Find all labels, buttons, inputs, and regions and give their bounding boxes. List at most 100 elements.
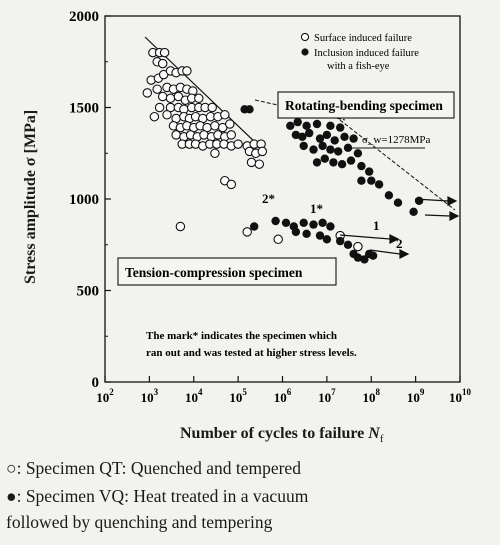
point-inclusion-failure bbox=[291, 227, 301, 237]
y-tick-label: 500 bbox=[77, 284, 100, 300]
point-inclusion-failure bbox=[286, 121, 295, 130]
sigma-w-label: σ_w=1278MPa bbox=[362, 134, 430, 146]
point-inclusion-failure bbox=[326, 121, 335, 130]
point-inclusion-failure bbox=[299, 141, 308, 151]
open-circle-marker bbox=[300, 32, 310, 42]
point-inclusion-failure bbox=[302, 229, 311, 238]
point-surface-failure bbox=[226, 179, 237, 190]
data-points bbox=[142, 47, 424, 264]
point-surface-failure bbox=[207, 102, 217, 113]
point-surface-failure bbox=[210, 148, 220, 159]
point-inclusion-failure bbox=[365, 167, 374, 176]
rotating-bending-box bbox=[277, 91, 455, 119]
point-inclusion-failure bbox=[337, 160, 347, 169]
point-inclusion-failure bbox=[305, 128, 314, 138]
caption-open-symbol: ○: bbox=[6, 458, 22, 478]
x-tick-label: 109 bbox=[407, 387, 425, 405]
point-inclusion-failure bbox=[291, 130, 301, 140]
legend-surface: Surface induced failure bbox=[314, 33, 412, 44]
point-surface-failure bbox=[159, 47, 170, 58]
point-inclusion-failure bbox=[293, 117, 302, 127]
point-surface-failure bbox=[142, 88, 153, 98]
x-axis-label-sub: f bbox=[379, 433, 384, 446]
point-surface-failure bbox=[353, 241, 363, 252]
point-inclusion-failure bbox=[336, 123, 345, 132]
point-inclusion-failure bbox=[334, 147, 343, 156]
x-axis-label-text: Number of cycles to failure bbox=[180, 425, 369, 442]
point-inclusion-failure bbox=[367, 176, 376, 185]
point-inclusion-failure bbox=[353, 253, 363, 262]
x-axis-label: Number of cycles to failure Nf bbox=[180, 425, 384, 445]
note-line-2: ran out and was tested at higher stress … bbox=[146, 347, 357, 359]
point-inclusion-failure bbox=[346, 156, 356, 165]
x-tick-label: 106 bbox=[274, 387, 292, 405]
point-inclusion-failure bbox=[414, 196, 424, 205]
point-inclusion-failure bbox=[320, 154, 329, 163]
point-surface-failure bbox=[254, 159, 265, 169]
point-inclusion-failure bbox=[343, 143, 353, 152]
point-surface-failure bbox=[257, 146, 268, 157]
point-inclusion-failure bbox=[322, 235, 332, 244]
caption-filled-cont: followed by quenching and tempering bbox=[6, 512, 273, 532]
point-surface-failure bbox=[149, 111, 160, 122]
caption-open-text: Specimen QT: Quenched and tempered bbox=[25, 458, 301, 478]
point-inclusion-failure bbox=[322, 130, 332, 140]
point-surface-failure bbox=[220, 110, 230, 120]
point-surface-failure bbox=[233, 139, 243, 149]
runout-arrows bbox=[339, 196, 460, 259]
x-axis-ticks: 102 103 104 105 106 107 108 109 1010 bbox=[96, 376, 472, 405]
point-inclusion-failure bbox=[368, 251, 378, 260]
point-surface-failure bbox=[154, 102, 165, 113]
legend-inclusion: Inclusion induced failure bbox=[314, 48, 419, 59]
point-inclusion-failure bbox=[340, 132, 349, 141]
point-inclusion-failure bbox=[312, 119, 322, 129]
rotating-bending-label: Rotating-bending specimen bbox=[285, 98, 443, 113]
legend-inclusion-2: with a fish-eye bbox=[327, 61, 390, 72]
point-inclusion-failure bbox=[357, 161, 366, 171]
point-surface-failure bbox=[165, 93, 176, 104]
point-inclusion-failure bbox=[393, 198, 403, 207]
point-inclusion-failure bbox=[349, 134, 358, 143]
point-surface-failure bbox=[194, 93, 204, 104]
point-surface-failure bbox=[273, 234, 283, 245]
chart-legend: Surface induced failure Inclusion induce… bbox=[300, 32, 419, 72]
point-inclusion-failure bbox=[315, 231, 325, 240]
point-inclusion-failure bbox=[281, 218, 291, 227]
point-surface-failure bbox=[157, 91, 168, 102]
point-surface-failure bbox=[182, 66, 192, 76]
point-surface-failure bbox=[171, 130, 181, 140]
y-tick-label: 1000 bbox=[69, 192, 99, 208]
point-inclusion-failure bbox=[384, 191, 394, 200]
plot-frame bbox=[104, 15, 461, 383]
caption-filled: ●: Specimen VQ: Heat treated in a vacuum bbox=[6, 486, 308, 507]
tension-compression-label: Tension-compression specimen bbox=[125, 265, 303, 280]
x-tick-label: 107 bbox=[318, 387, 336, 405]
y-tick-label: 1500 bbox=[69, 101, 99, 117]
x-tick-label: 102 bbox=[96, 387, 114, 405]
y-tick-label: 0 bbox=[92, 375, 100, 391]
mark-2s: 2* bbox=[262, 191, 275, 206]
caption-filled-text: Specimen VQ: Heat treated in a vacuum bbox=[25, 486, 309, 506]
point-inclusion-failure bbox=[318, 141, 327, 151]
y-axis-ticks: 0 500 1000 1500 2000 bbox=[69, 9, 111, 391]
point-surface-failure bbox=[157, 58, 168, 69]
mark-2: 2 bbox=[396, 236, 403, 251]
point-inclusion-failure bbox=[353, 149, 363, 158]
point-surface-failure bbox=[242, 227, 252, 237]
point-inclusion-failure bbox=[343, 240, 353, 249]
mark-1: 1 bbox=[373, 218, 380, 233]
point-surface-failure bbox=[225, 119, 235, 129]
point-inclusion-failure bbox=[374, 180, 384, 189]
x-tick-label: 1010 bbox=[449, 387, 472, 405]
x-tick-label: 105 bbox=[229, 387, 247, 405]
point-inclusion-failure bbox=[302, 121, 311, 130]
mark-1s: 1* bbox=[310, 201, 323, 216]
point-inclusion-failure bbox=[318, 218, 327, 227]
point-surface-failure bbox=[226, 130, 237, 140]
point-inclusion-failure bbox=[312, 158, 322, 167]
y-axis-label: Stress amplitude σ [MPa] bbox=[22, 109, 39, 284]
point-inclusion-failure bbox=[309, 145, 318, 154]
point-inclusion-failure bbox=[330, 136, 339, 145]
trend-line-right bbox=[254, 99, 346, 121]
